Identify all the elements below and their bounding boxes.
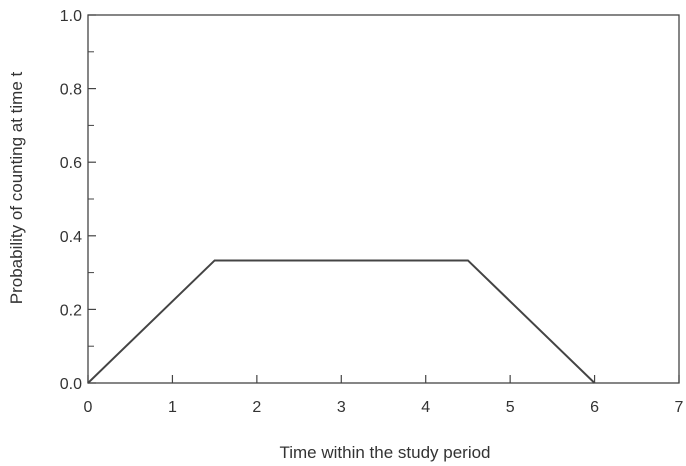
y-axis-ticks: 0.0 0.2 0.4 0.6 0.8 1.0 — [60, 8, 96, 393]
y-tick-label: 0.0 — [60, 376, 82, 393]
series-line — [87, 259, 596, 384]
y-tick-label: 0.4 — [60, 229, 82, 246]
x-tick-label: 6 — [590, 399, 599, 416]
x-tick-label: 3 — [337, 399, 346, 416]
x-tick-label: 2 — [252, 399, 261, 416]
x-tick-label: 7 — [675, 399, 684, 416]
x-tick-label: 1 — [168, 399, 177, 416]
series-layer — [87, 259, 596, 384]
y-tick-label: 0.8 — [60, 82, 82, 99]
x-tick-label: 4 — [421, 399, 430, 416]
y-tick-label: 1.0 — [60, 8, 82, 25]
y-axis-title: Probability of counting at time t — [7, 72, 26, 305]
y-tick-label: 0.2 — [60, 302, 82, 319]
x-axis-title: Time within the study period — [279, 443, 490, 462]
x-tick-label: 5 — [506, 399, 515, 416]
x-tick-label: 0 — [84, 399, 93, 416]
plot-frame — [87, 14, 680, 384]
y-tick-label: 0.6 — [60, 155, 82, 172]
